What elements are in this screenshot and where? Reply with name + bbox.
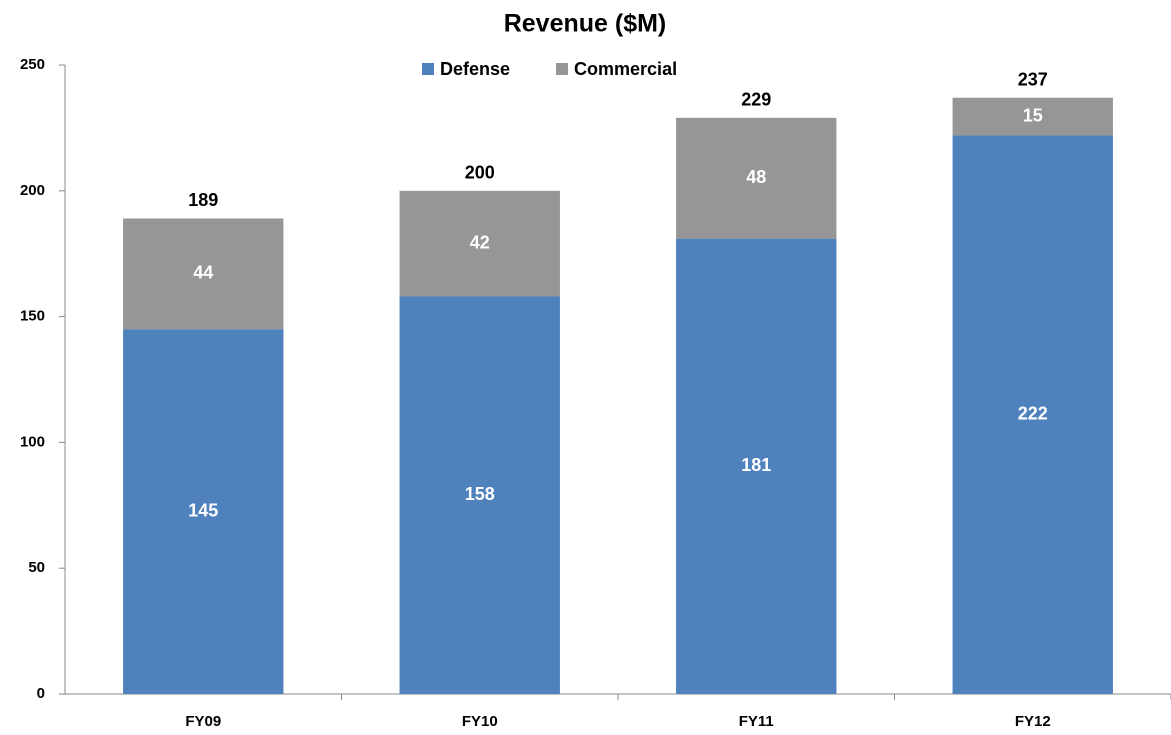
bar-segment: [399, 296, 560, 694]
bar-segment: [676, 238, 837, 694]
y-tick-label: 50: [28, 559, 45, 576]
chart-title: Revenue ($M): [504, 10, 667, 38]
bar-segment: [123, 329, 284, 694]
y-tick-label: 200: [20, 182, 45, 199]
data-label: 42: [470, 232, 490, 252]
data-label: 145: [188, 500, 218, 520]
x-tick-label: FY11: [739, 713, 774, 730]
legend-label: Defense: [440, 59, 510, 79]
data-label: 181: [741, 455, 771, 475]
y-tick-label: 250: [20, 56, 45, 73]
total-label: 229: [741, 90, 771, 110]
data-label: 222: [1018, 403, 1048, 423]
y-tick-label: 100: [20, 433, 45, 450]
total-label: 237: [1018, 69, 1048, 89]
bar-segment: [676, 117, 837, 239]
total-label: 189: [188, 190, 218, 210]
bar-segment: [952, 135, 1113, 694]
data-label: 48: [746, 167, 766, 187]
bar-segment: [399, 190, 560, 297]
x-tick-label: FY12: [1015, 713, 1051, 730]
y-tick-label: 150: [20, 308, 45, 325]
bar-segment: [123, 218, 284, 330]
x-tick-label: FY10: [462, 713, 498, 730]
legend-label: Commercial: [574, 59, 677, 79]
data-label: 44: [193, 263, 213, 283]
x-tick-label: FY09: [185, 713, 221, 730]
bar-segment: [952, 97, 1113, 136]
legend-swatch: [556, 63, 569, 75]
legend-swatch: [422, 63, 434, 75]
y-tick-label: 0: [37, 685, 45, 702]
data-label: 15: [1023, 105, 1043, 125]
total-label: 200: [465, 163, 495, 183]
data-label: 158: [465, 484, 495, 504]
